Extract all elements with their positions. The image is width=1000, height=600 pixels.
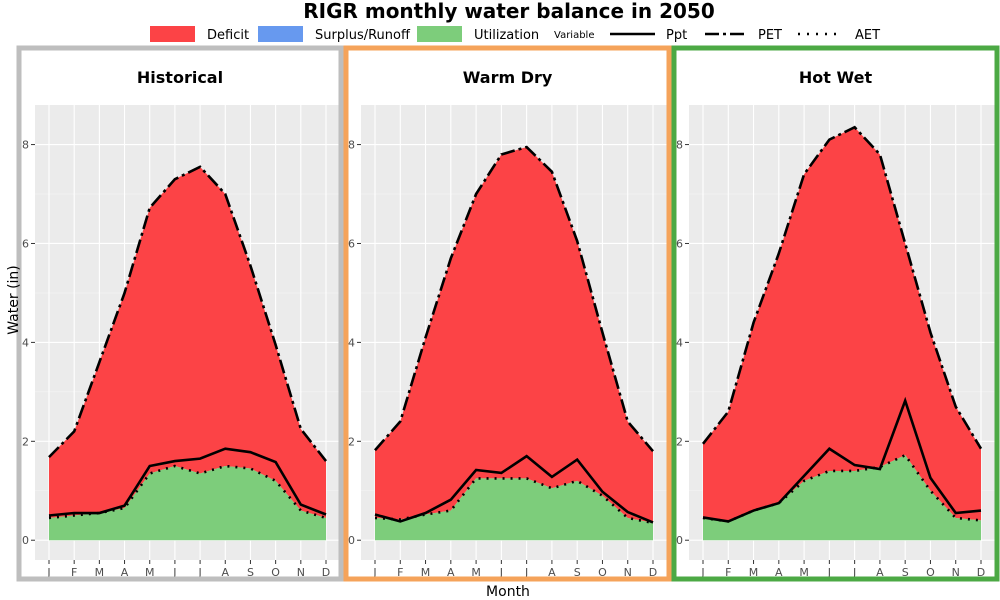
x-tick-label: F: [397, 566, 403, 579]
x-tick-label: S: [247, 566, 254, 579]
x-tick-label: F: [71, 566, 77, 579]
x-tick-label: M: [471, 566, 481, 579]
panel-frame: [671, 45, 1000, 582]
panel-0: 0 2 4 6 8 J F M A M J J A S O N D Historical: [16, 45, 344, 582]
y-tick-label: 0: [348, 534, 355, 547]
panel-title: Historical: [137, 68, 223, 87]
legend-label-deficit: Deficit: [207, 28, 249, 43]
deficit-area: [375, 147, 653, 523]
x-axis-title: Month: [486, 584, 530, 600]
pet-line: [374, 145, 654, 453]
legend-label-ppt: Ppt: [666, 28, 687, 43]
x-tick-label: J: [700, 566, 704, 579]
chart-title: RIGR monthly water balance in 2050: [303, 0, 715, 23]
x-tick-label: M: [799, 566, 809, 579]
y-axis-title: Water (in): [6, 265, 22, 335]
y-tick-label: 6: [676, 237, 683, 250]
y-tick-label: 2: [348, 435, 355, 448]
ppt-line: [702, 396, 982, 523]
legend-title-variable: Variable: [554, 30, 595, 41]
x-tick-label: D: [977, 566, 985, 579]
legend: Deficit Surplus/Runoff Utilization Varia…: [150, 26, 880, 43]
panel-title: Hot Wet: [799, 68, 873, 87]
x-tick-label: A: [548, 566, 556, 579]
x-tick-label: M: [145, 566, 155, 579]
x-tick-label: F: [725, 566, 731, 579]
x-tick-label: A: [876, 566, 884, 579]
panel-frame: [16, 45, 344, 582]
x-tick-label: O: [598, 566, 607, 579]
x-tick-label: J: [197, 566, 201, 579]
legend-label-utilization: Utilization: [474, 28, 539, 43]
x-tick-label: O: [926, 566, 935, 579]
utilization-area: [703, 455, 981, 541]
x-tick-label: M: [749, 566, 759, 579]
x-tick-label: A: [775, 566, 783, 579]
x-tick-label: J: [852, 566, 856, 579]
x-tick-label: A: [222, 566, 230, 579]
x-tick-label: S: [902, 566, 909, 579]
x-tick-label: S: [574, 566, 581, 579]
y-tick-label: 4: [676, 336, 683, 349]
pet-line: [701, 125, 983, 450]
x-tick-label: A: [121, 566, 129, 579]
x-tick-label: M: [421, 566, 431, 579]
x-tick-label: D: [649, 566, 657, 579]
x-tick-label: J: [172, 566, 176, 579]
y-tick-label: 8: [22, 139, 29, 152]
utilization-area: [49, 466, 326, 541]
y-tick-label: 2: [676, 435, 683, 448]
legend-swatch-surplus: [258, 26, 303, 42]
legend-label-surplus: Surplus/Runoff: [315, 28, 411, 43]
y-tick-label: 6: [22, 237, 29, 250]
x-tick-label: A: [447, 566, 455, 579]
panel-frame: [343, 45, 672, 582]
legend-swatch-deficit: [150, 26, 195, 42]
x-tick-label: J: [524, 566, 528, 579]
aet-line: [48, 464, 327, 520]
x-tick-label: J: [499, 566, 503, 579]
x-tick-label: D: [322, 566, 330, 579]
legend-label-pet: PET: [758, 28, 782, 43]
x-tick-label: O: [271, 566, 280, 579]
y-tick-label: 4: [348, 336, 355, 349]
x-tick-label: N: [297, 566, 305, 579]
ppt-line: [374, 454, 654, 524]
y-tick-label: 8: [348, 139, 355, 152]
y-tick-label: 2: [22, 435, 29, 448]
x-tick-label: J: [46, 566, 50, 579]
y-tick-label: 8: [676, 139, 683, 152]
x-tick-label: N: [952, 566, 960, 579]
y-tick-label: 0: [676, 534, 683, 547]
ppt-line: [48, 447, 327, 517]
facet-panels: 0 2 4 6 8 J F M A M J J A S O N D Historical 0 2 4 6 8 J F M A M J J A…: [16, 45, 1000, 582]
panel-1: 0 2 4 6 8 J F M A M J J A S O N D Warm Dry: [343, 45, 672, 582]
y-tick-label: 6: [348, 237, 355, 250]
y-tick-label: 0: [22, 534, 29, 547]
y-tick-label: 4: [22, 336, 29, 349]
x-tick-label: J: [372, 566, 376, 579]
panel-2: 0 2 4 6 8 J F M A M J J A S O N D Hot Wet: [671, 45, 1000, 582]
x-tick-label: J: [827, 566, 831, 579]
utilization-area: [375, 478, 653, 541]
legend-swatch-utilization: [417, 26, 462, 42]
deficit-area: [49, 166, 326, 518]
legend-label-aet: AET: [855, 28, 880, 43]
x-tick-label: N: [624, 566, 632, 579]
panel-title: Warm Dry: [463, 68, 553, 87]
x-tick-label: M: [95, 566, 105, 579]
aet-line: [374, 477, 654, 525]
